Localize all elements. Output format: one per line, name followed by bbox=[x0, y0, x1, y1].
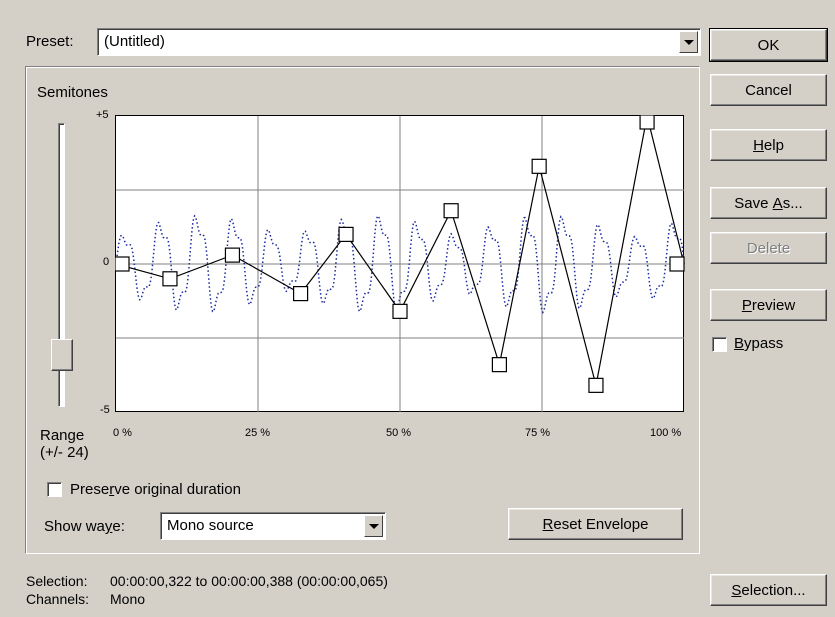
envelope-handle-4[interactable] bbox=[338, 226, 354, 243]
envelope-handle-2[interactable] bbox=[224, 247, 241, 263]
envelope-handles bbox=[115, 115, 685, 393]
envelope-handle-11[interactable] bbox=[669, 256, 685, 272]
preset-value: (Untitled) bbox=[104, 33, 165, 50]
envelope-handle-1[interactable] bbox=[162, 271, 178, 287]
envelope-handle-7[interactable] bbox=[491, 357, 507, 373]
x-tick-50: 50 % bbox=[386, 427, 412, 439]
envelope-handle-6[interactable] bbox=[443, 203, 459, 219]
delete-button[interactable]: Delete bbox=[710, 232, 827, 264]
range-slider-thumb[interactable] bbox=[51, 339, 73, 371]
graph-grid bbox=[116, 116, 684, 412]
y-tick-bottom: -5 bbox=[100, 404, 110, 416]
range-value-label: (+/- 24) bbox=[40, 444, 89, 461]
ok-button[interactable]: OK bbox=[709, 28, 828, 62]
range-slider-track[interactable] bbox=[58, 123, 65, 407]
y-tick-mid: 0 bbox=[103, 256, 110, 268]
preset-dropdown-arrow[interactable] bbox=[679, 31, 698, 53]
selection-status-value: 00:00:00,322 to 00:00:00,388 (00:00:00,0… bbox=[110, 573, 388, 589]
chevron-down-icon bbox=[683, 39, 694, 45]
show-wave-label: Show waye: bbox=[44, 518, 125, 535]
envelope-handle-10[interactable] bbox=[639, 115, 655, 130]
show-wave-value: Mono source bbox=[167, 517, 254, 534]
range-label: Range bbox=[40, 427, 85, 444]
envelope-line bbox=[115, 115, 685, 386]
pitch-envelope-graph[interactable] bbox=[115, 115, 685, 413]
y-tick-top: +5 bbox=[96, 109, 109, 121]
show-wave-dropdown-arrow[interactable] bbox=[364, 515, 383, 537]
waveform-trace bbox=[115, 214, 685, 314]
channels-status-value: Mono bbox=[110, 591, 146, 607]
envelope-handle-5[interactable] bbox=[392, 303, 408, 319]
semitones-label: Semitones bbox=[37, 84, 108, 101]
bypass-checkbox[interactable] bbox=[712, 337, 727, 352]
x-tick-0: 0 % bbox=[113, 427, 132, 439]
x-tick-100: 100 % bbox=[650, 427, 682, 439]
bypass-label[interactable]: Bypass bbox=[734, 335, 784, 352]
preserve-duration-checkbox[interactable] bbox=[47, 482, 62, 497]
preserve-duration-label[interactable]: Preserve original duration bbox=[70, 481, 241, 498]
envelope-handle-8[interactable] bbox=[531, 158, 547, 174]
chevron-down-icon bbox=[368, 523, 379, 529]
envelope-group bbox=[25, 66, 700, 554]
preset-dropdown[interactable]: (Untitled) bbox=[97, 28, 701, 56]
preset-label: Preset: bbox=[26, 33, 74, 50]
envelope-handle-3[interactable] bbox=[293, 286, 309, 302]
x-tick-75: 75 % bbox=[525, 427, 551, 439]
selection-status-label: Selection: bbox=[26, 573, 88, 589]
envelope-handle-0[interactable] bbox=[115, 256, 130, 272]
cancel-button[interactable]: Cancel bbox=[710, 74, 827, 106]
show-wave-dropdown[interactable]: Mono source bbox=[160, 512, 386, 540]
envelope-handle-9[interactable] bbox=[588, 377, 604, 393]
x-tick-25: 25 % bbox=[245, 427, 271, 439]
channels-status-label: Channels: bbox=[26, 591, 90, 607]
